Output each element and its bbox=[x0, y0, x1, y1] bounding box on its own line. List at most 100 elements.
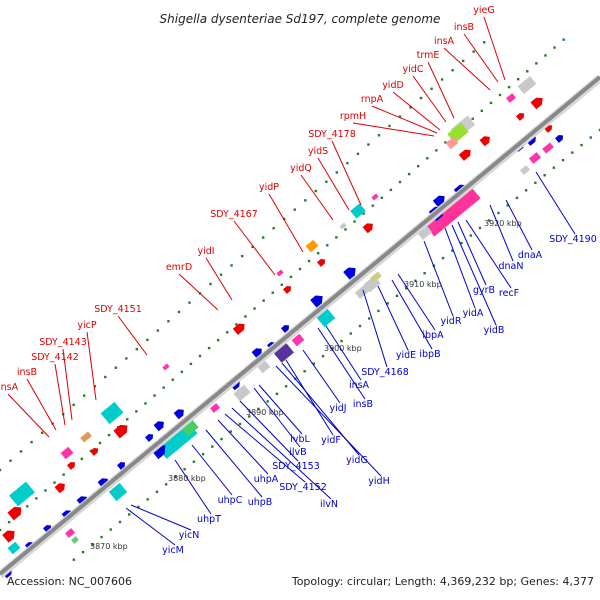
tick-dot bbox=[0, 468, 2, 472]
gene-leader-line bbox=[7, 393, 50, 438]
tick-dot bbox=[226, 331, 229, 334]
tick-dot bbox=[426, 157, 429, 160]
tick-dot bbox=[72, 403, 75, 407]
reverse-gene-label: ilvN bbox=[320, 499, 338, 510]
tick-dot bbox=[312, 362, 316, 365]
gene-glyph bbox=[7, 541, 21, 555]
tick-dot bbox=[266, 400, 269, 403]
gene-glyph bbox=[2, 530, 15, 543]
tick-dot bbox=[174, 475, 177, 478]
gene-glyph bbox=[530, 97, 543, 110]
accession-text: Accession: NC_007606 bbox=[7, 575, 132, 588]
tick-dot bbox=[506, 204, 509, 207]
tick-dot bbox=[451, 68, 454, 72]
tick-dot bbox=[362, 212, 365, 215]
gene-leader-line bbox=[483, 16, 506, 81]
gene-leader-line bbox=[317, 157, 350, 211]
tick-dot bbox=[289, 275, 293, 279]
gene-leader-line bbox=[275, 365, 382, 477]
tick-dot bbox=[118, 520, 122, 524]
gene-glyph bbox=[432, 195, 445, 207]
forward-gene-label: insB bbox=[454, 22, 474, 33]
tick-dot bbox=[192, 460, 196, 463]
gene-glyph bbox=[54, 483, 65, 494]
tick-dot bbox=[220, 437, 223, 441]
gene-glyph bbox=[210, 403, 220, 413]
tick-dot bbox=[441, 256, 445, 260]
reverse-gene-label: dnaN bbox=[499, 261, 524, 272]
tick-dot bbox=[561, 158, 565, 162]
tick-dot bbox=[253, 307, 256, 310]
tick-dot bbox=[201, 452, 205, 456]
tick-dot bbox=[44, 489, 47, 492]
tick-dot bbox=[126, 418, 129, 421]
tick-dot bbox=[316, 251, 320, 255]
tick-dot bbox=[100, 535, 103, 539]
gene-glyph bbox=[520, 165, 530, 175]
gene-leader-line bbox=[258, 384, 303, 435]
tick-dot bbox=[335, 236, 338, 239]
tick-dot bbox=[321, 354, 325, 358]
gene-features bbox=[1, 76, 564, 579]
reverse-gene-label: uhpT bbox=[197, 514, 221, 525]
reverse-gene-label: yidG bbox=[346, 455, 368, 466]
tick-dot bbox=[167, 320, 170, 323]
tick-dot bbox=[93, 385, 96, 388]
tick-dot bbox=[368, 317, 371, 320]
gene-leader-line bbox=[205, 429, 263, 498]
tick-dot bbox=[80, 457, 84, 461]
tick-dot bbox=[389, 188, 393, 192]
tick-dot bbox=[471, 117, 474, 120]
gene-leader-line bbox=[231, 407, 332, 500]
tick-dot bbox=[114, 366, 117, 369]
tick-dot bbox=[128, 513, 131, 516]
tick-dot bbox=[30, 440, 33, 444]
tick-dot bbox=[280, 283, 284, 287]
gene-glyph bbox=[316, 308, 336, 328]
tick-dot bbox=[480, 109, 484, 113]
gene-glyph bbox=[71, 536, 79, 544]
gene-glyph bbox=[310, 295, 323, 308]
tick-dot bbox=[409, 106, 412, 109]
tick-dot bbox=[524, 189, 528, 192]
tick-dot bbox=[416, 164, 420, 168]
gene-glyph bbox=[458, 149, 471, 161]
tick-dot bbox=[198, 354, 202, 358]
gene-glyph bbox=[305, 239, 319, 253]
gene-leader-line bbox=[427, 61, 455, 119]
tick-dot bbox=[171, 378, 174, 381]
gene-leader-line bbox=[117, 315, 148, 356]
tick-dot bbox=[144, 402, 147, 405]
tick-dot bbox=[188, 301, 191, 304]
tick-dot bbox=[553, 46, 556, 49]
tick-dot bbox=[344, 228, 347, 231]
tick-dot bbox=[83, 394, 86, 397]
tick-dot bbox=[515, 196, 519, 200]
reverse-gene-label: insB bbox=[353, 399, 373, 410]
tick-dot bbox=[497, 211, 500, 215]
tick-dot bbox=[35, 497, 38, 500]
gene-glyph bbox=[350, 203, 366, 219]
tick-dot bbox=[489, 101, 493, 105]
forward-gene-label: insA bbox=[0, 382, 19, 393]
gene-leader-line bbox=[224, 413, 306, 483]
gene-leader-line bbox=[412, 75, 447, 123]
tick-dot bbox=[534, 181, 537, 184]
forward-gene-label: SDY_4178 bbox=[308, 129, 356, 140]
gene-leader-line bbox=[191, 444, 233, 496]
tick-dot bbox=[589, 136, 592, 139]
gene-leader-line bbox=[443, 47, 491, 91]
scale-tick-label: 3920 kbp bbox=[484, 219, 522, 228]
tick-dot bbox=[189, 362, 193, 366]
gene-leader-line bbox=[174, 459, 212, 515]
forward-gene-label: yidC bbox=[403, 64, 424, 75]
tick-dot bbox=[461, 59, 465, 63]
tick-dot bbox=[331, 347, 334, 350]
reverse-gene-label: yidB bbox=[484, 325, 505, 336]
scale-tick-label: 3890 kbp bbox=[246, 408, 284, 417]
reverse-gene-label: uhpA bbox=[254, 474, 279, 485]
gene-glyph bbox=[479, 136, 490, 147]
tick-dot bbox=[162, 386, 165, 389]
gene-glyph bbox=[65, 528, 75, 538]
